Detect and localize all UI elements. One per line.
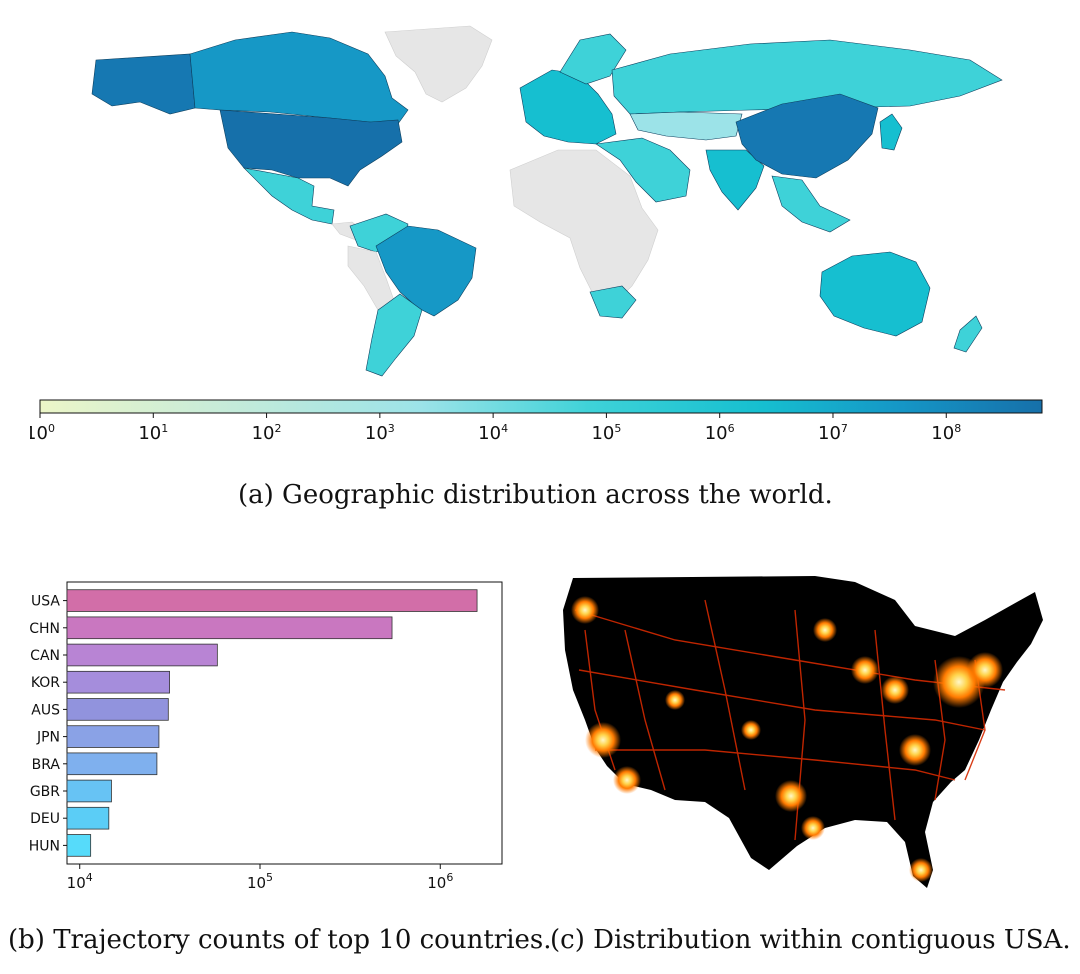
colorbar-tick-label: 107: [818, 422, 848, 444]
map-region-china: [735, 93, 879, 179]
density-hotspots: [571, 596, 1003, 882]
map-region-scandinavia: [559, 33, 627, 85]
map-region-india: [705, 149, 765, 211]
caption-b: (b) Trajectory counts of top 10 countrie…: [8, 925, 552, 955]
world-map-panel: 100 101 102 103 104 105 106 107 108: [25, 10, 1050, 470]
map-region-europe: [519, 69, 617, 145]
colorbar-tick-label: 105: [591, 422, 621, 444]
y-tick-label: CAN: [30, 648, 60, 664]
map-region-middle-east: [595, 137, 691, 203]
y-tick-label: CHN: [29, 621, 60, 637]
y-tick-label: HUN: [29, 838, 60, 854]
map-region-south-africa: [589, 285, 637, 319]
bar-kor: [66, 670, 170, 694]
bar-hun: [66, 834, 92, 857]
map-region-mexico: [243, 167, 335, 225]
colorbar-ticks: 100 101 102 103 104 105 106 107 108: [25, 413, 961, 444]
usa-outline: [563, 576, 1043, 888]
bar-jpn: [66, 725, 160, 748]
x-tick-label: 105: [247, 871, 273, 892]
bar-deu: [66, 806, 110, 830]
map-region-japan-korea: [879, 113, 903, 151]
x-tick-label: 106: [427, 871, 453, 892]
map-region-usa: [219, 109, 403, 187]
bar-chart-panel: USA CHN CAN KOR AUS JPN BRA GBR DEU HUN 104 105 106: [10, 575, 510, 895]
bar-usa: [66, 589, 478, 612]
bar-bra: [66, 752, 158, 776]
bar-chn: [66, 616, 393, 640]
map-region-argentina-chile: [365, 293, 423, 377]
y-tick-label: BRA: [32, 757, 61, 773]
colorbar-tick-label: 100: [30, 422, 55, 444]
colorbar: [39, 399, 1043, 414]
colorbar-tick-label: 103: [365, 422, 395, 444]
bar-gbr: [66, 779, 112, 803]
y-tick-label: AUS: [31, 702, 60, 718]
bar-aus: [66, 698, 169, 721]
map-region-new-zealand: [953, 315, 983, 353]
bar-x-ticks: 104 105 106: [67, 864, 453, 892]
map-region-australia: [819, 251, 931, 337]
y-tick-label: GBR: [30, 784, 60, 800]
colorbar-tick-label: 108: [931, 422, 961, 444]
usa-density-map: [563, 576, 1043, 888]
colorbar-tick-label: 101: [138, 422, 168, 444]
caption-c: (c) Distribution within contiguous USA.: [550, 925, 1071, 955]
map-region-southeast-asia: [771, 175, 851, 233]
bar-y-ticks: USA CHN CAN KOR AUS JPN BRA GBR DEU HUN: [29, 594, 67, 854]
y-tick-label: JPN: [36, 730, 60, 746]
map-region-canada: [189, 31, 409, 129]
caption-a: (a) Geographic distribution across the w…: [238, 480, 833, 510]
bar-can: [66, 643, 218, 667]
colorbar-tick-label: 106: [705, 422, 735, 444]
usa-density-panel: [555, 570, 1055, 900]
bar-chart: USA CHN CAN KOR AUS JPN BRA GBR DEU HUN 104 105 106: [29, 581, 503, 892]
colorbar-tick-label: 104: [478, 422, 508, 444]
colorbar-tick-label: 102: [252, 422, 282, 444]
y-tick-label: KOR: [31, 675, 60, 691]
map-region-central-asia: [629, 111, 743, 141]
map-region-alaska: [91, 53, 196, 115]
map-region-africa: [509, 149, 659, 303]
world-map: 100 101 102 103 104 105 106 107 108: [25, 25, 1043, 444]
bar-group: [66, 589, 478, 857]
map-region-greenland: [384, 25, 493, 103]
map-region-brazil: [375, 225, 477, 317]
x-tick-label: 104: [67, 871, 93, 892]
bar-chart-frame: [66, 581, 503, 865]
y-tick-label: USA: [31, 594, 60, 610]
y-tick-label: DEU: [30, 811, 60, 827]
